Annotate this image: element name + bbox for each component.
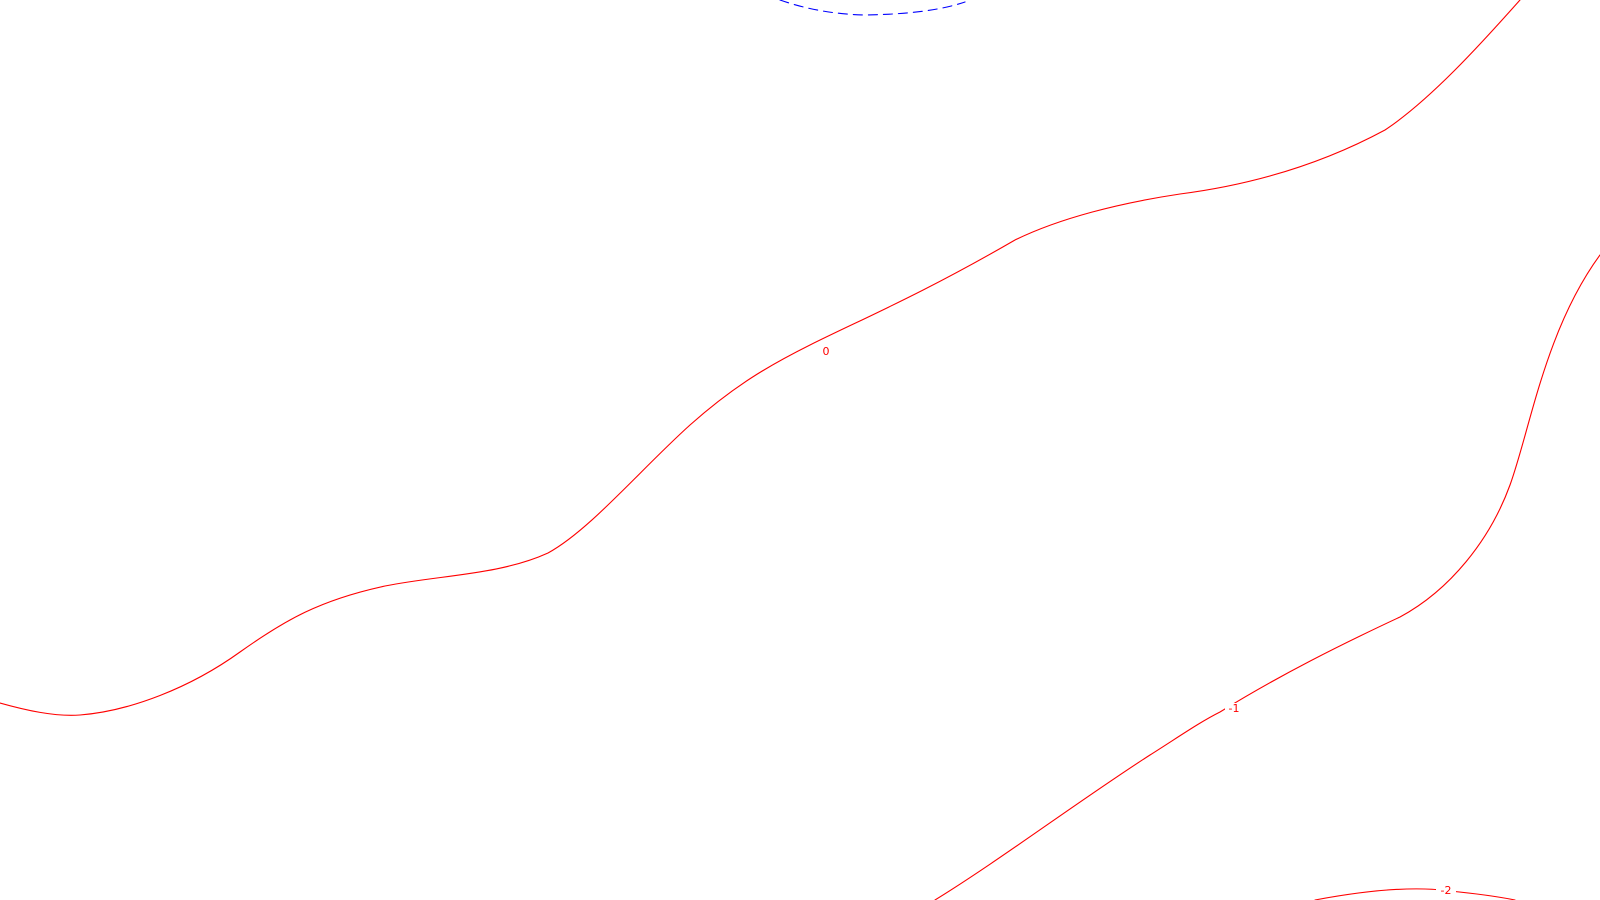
contour-label-minus-1: -1 xyxy=(1225,702,1243,715)
contour-line-blue-dashed xyxy=(779,0,966,16)
contour-label-minus-1-text: -1 xyxy=(1229,702,1240,715)
contour-line-minus-1 xyxy=(934,254,1600,900)
contour-label-minus-2: -2 xyxy=(1436,884,1456,897)
contour-label-0-text: 0 xyxy=(823,345,830,358)
contour-label-minus-2-text: -2 xyxy=(1441,884,1452,897)
contour-label-0: 0 xyxy=(819,345,833,358)
contour-line-minus-2 xyxy=(1314,888,1516,900)
contour-line-0 xyxy=(0,0,1521,716)
